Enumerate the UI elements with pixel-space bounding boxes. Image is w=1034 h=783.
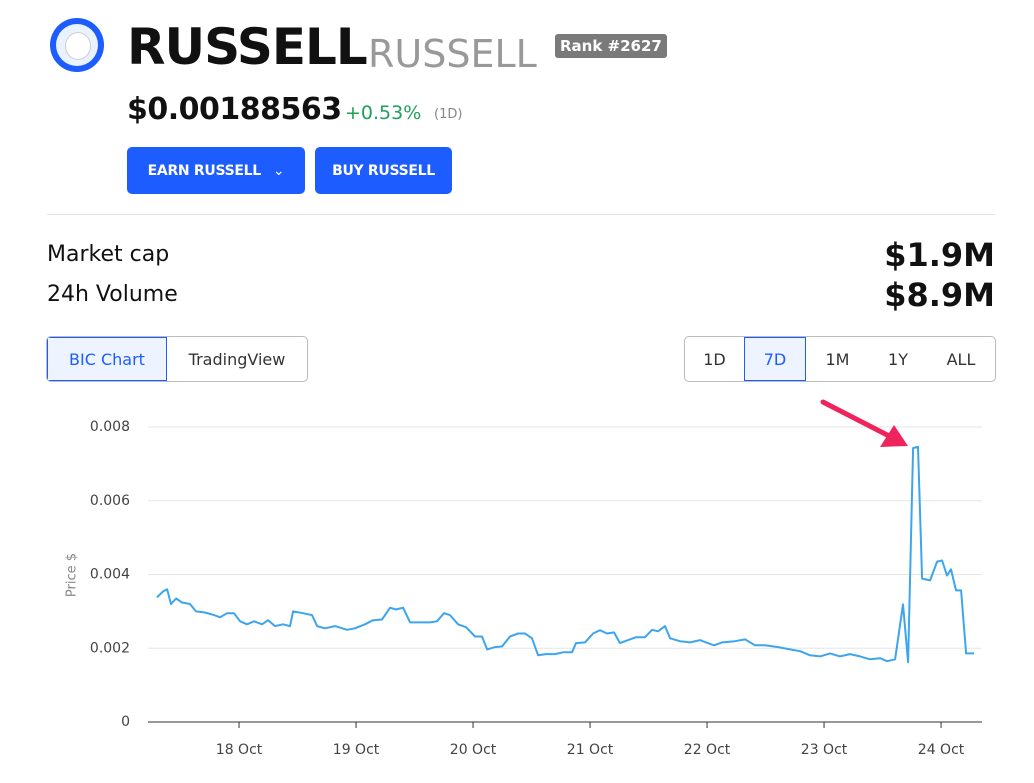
chevron: ⌄ bbox=[272, 162, 285, 179]
range[interactable]: 1M bbox=[825, 349, 850, 369]
y-axis-label: Price $ bbox=[65, 553, 80, 597]
y-tick-label: 0.002 bbox=[90, 640, 130, 656]
stat-value: $8.9M bbox=[884, 276, 995, 314]
range[interactable]: ALL bbox=[946, 349, 976, 369]
price-line bbox=[156, 445, 974, 664]
x-tick-label: 23 Oct bbox=[801, 742, 848, 758]
range[interactable]: 1Y bbox=[888, 349, 908, 369]
chart-tabs: BIC Chart TradingView bbox=[46, 336, 308, 382]
range[interactable]: 7D bbox=[744, 337, 806, 381]
stat-label: Market cap bbox=[47, 242, 170, 267]
price: $0.00188563 bbox=[127, 92, 342, 127]
x-tick-label: 20 Oct bbox=[450, 742, 497, 758]
coin-symbol: RUSSELL bbox=[368, 32, 537, 76]
y-tick-label: 0 bbox=[121, 714, 130, 730]
earn-label: EARN RUSSELL bbox=[147, 162, 262, 179]
x-tick-label: 21 Oct bbox=[567, 742, 614, 758]
x-tick-label: 18 Oct bbox=[216, 742, 263, 758]
divider bbox=[47, 214, 995, 215]
x-tick-label: 24 Oct bbox=[918, 742, 965, 758]
coin-name: RUSSELL bbox=[127, 18, 368, 76]
stat-label: 24h Volume bbox=[47, 282, 178, 307]
rank-badge: Rank #2627 bbox=[555, 34, 667, 58]
range[interactable]: 1D bbox=[703, 349, 726, 369]
buy-button[interactable]: BUY RUSSELL bbox=[315, 147, 452, 194]
arrow-shaft bbox=[820, 399, 896, 441]
y-tick-label: 0.004 bbox=[90, 567, 130, 583]
stat-value: $1.9M bbox=[884, 236, 995, 274]
range-tabs: 1D 7D 1M 1Y ALL bbox=[684, 336, 996, 382]
y-tick-label: 0.008 bbox=[90, 419, 130, 435]
arrow-head bbox=[880, 425, 908, 447]
x-tick-label: 19 Oct bbox=[333, 742, 380, 758]
change-period: (1D) bbox=[434, 107, 463, 122]
tab[interactable]: BIC Chart bbox=[47, 337, 167, 381]
buy-label: BUY RUSSELL bbox=[332, 162, 435, 179]
coin-logo bbox=[50, 18, 104, 72]
earn-button[interactable]: EARN RUSSELL ⌄ bbox=[127, 147, 305, 194]
tab[interactable]: TradingView bbox=[188, 349, 286, 369]
y-tick-label: 0.006 bbox=[90, 493, 130, 509]
price-change: +0.53% bbox=[345, 102, 422, 124]
x-tick-label: 22 Oct bbox=[684, 742, 731, 758]
